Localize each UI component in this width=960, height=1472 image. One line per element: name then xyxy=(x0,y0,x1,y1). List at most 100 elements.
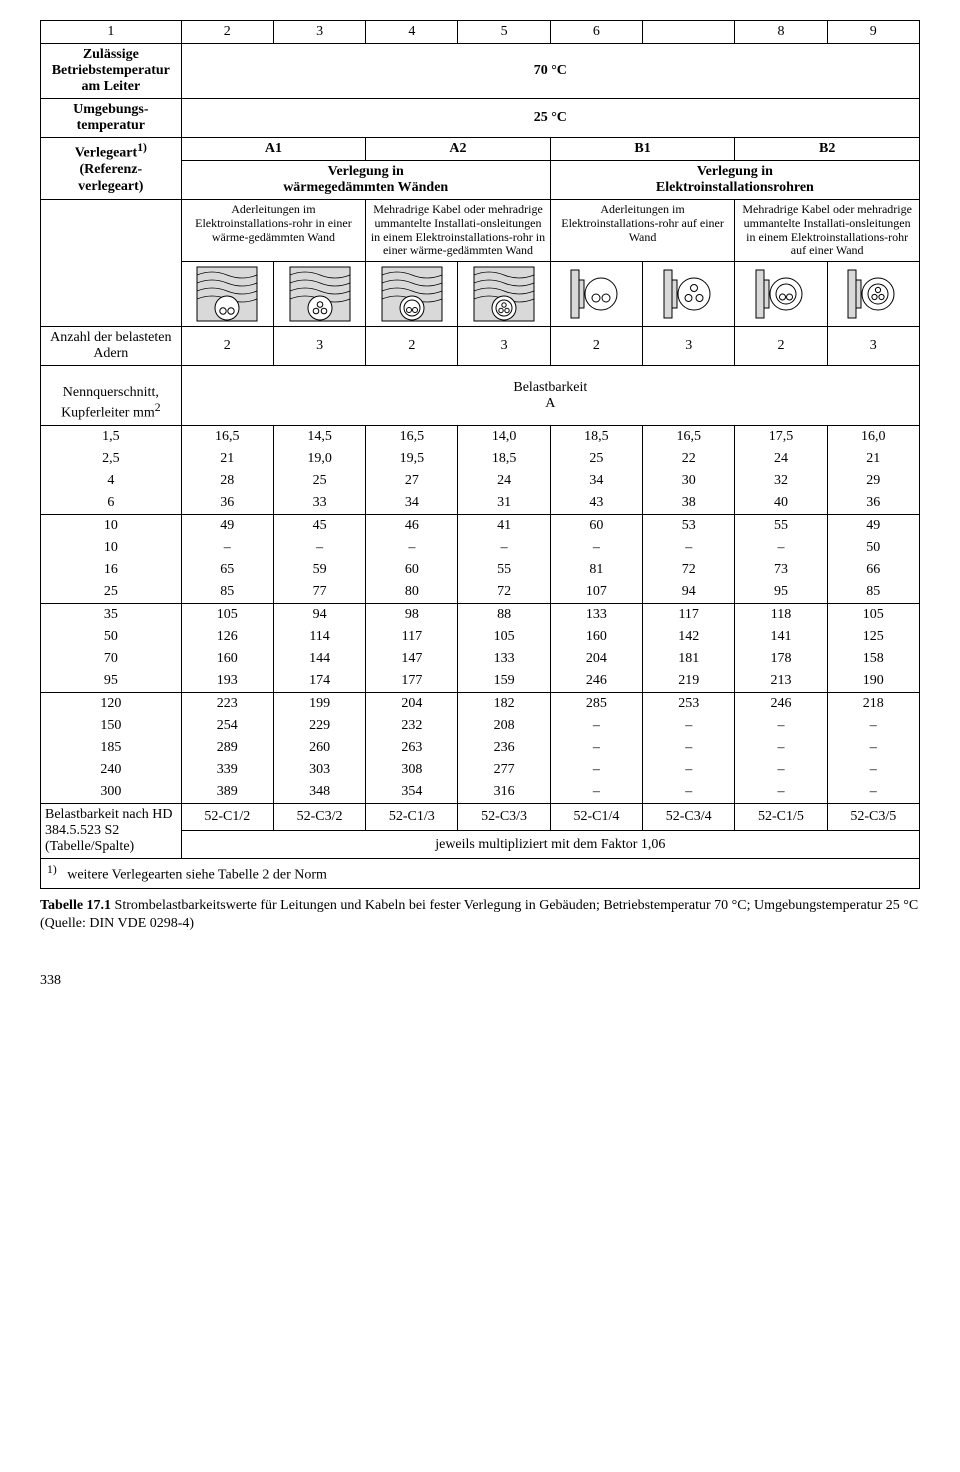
data-cell: 21 xyxy=(827,448,919,470)
data-cell: 85 xyxy=(181,581,273,604)
label-belastnach: Belastbarkeit nach HD 384.5.523 S2 (Tabe… xyxy=(41,803,182,858)
data-cell: 38 xyxy=(643,492,735,515)
data-cell: 223 xyxy=(181,692,273,715)
wall-3core-icon xyxy=(289,266,351,322)
icon-cell xyxy=(735,262,827,327)
surface-sheath-2core-icon xyxy=(750,266,812,322)
adern-val: 2 xyxy=(735,327,827,366)
table-row: 300389348354316–––– xyxy=(41,781,920,804)
data-cell: 45 xyxy=(273,514,365,537)
data-cell: 25 xyxy=(550,448,642,470)
row-col-desc: Aderleitungen im Elektroinstallations-ro… xyxy=(41,200,920,262)
data-cell: 16,5 xyxy=(643,425,735,448)
data-cell: 277 xyxy=(458,759,550,781)
data-cell: 133 xyxy=(550,603,642,626)
row-verlegeart: Verlegeart1) (Referenz- verlegeart) A1 A… xyxy=(41,138,920,161)
row-label: 25 xyxy=(41,581,182,604)
data-cell: 98 xyxy=(366,603,458,626)
wall-sheath-2core-icon xyxy=(381,266,443,322)
data-cell: 178 xyxy=(735,648,827,670)
data-cell: – xyxy=(273,537,365,559)
data-cell: 60 xyxy=(366,559,458,581)
refcode: 52-C1/5 xyxy=(735,803,827,831)
data-cell: 114 xyxy=(273,626,365,648)
table-row: 120223199204182285253246218 xyxy=(41,692,920,715)
data-cell: 204 xyxy=(366,692,458,715)
data-cell: 31 xyxy=(458,492,550,515)
data-cell: 46 xyxy=(366,514,458,537)
main-table: 1 2 3 4 5 6 8 9 Zulässige Betriebstemper… xyxy=(40,20,920,889)
col-num: 9 xyxy=(827,21,919,44)
table-row: 42825272434303229 xyxy=(41,470,920,492)
data-cell: 66 xyxy=(827,559,919,581)
data-cell: 246 xyxy=(550,670,642,693)
cell-a2: A2 xyxy=(366,138,551,161)
data-cell: 95 xyxy=(735,581,827,604)
data-cell: 49 xyxy=(827,514,919,537)
data-cell: 117 xyxy=(366,626,458,648)
col-num: 6 xyxy=(550,21,642,44)
row-label: 95 xyxy=(41,670,182,693)
data-cell: – xyxy=(181,537,273,559)
data-cell: – xyxy=(735,781,827,804)
caption-text: Strombelastbarkeitswerte für Leitungen u… xyxy=(111,898,918,913)
data-cell: – xyxy=(643,737,735,759)
data-cell: 236 xyxy=(458,737,550,759)
cell-verlegung-1: Verlegung in wärmegedämmten Wänden xyxy=(181,161,550,200)
data-cell: 117 xyxy=(643,603,735,626)
data-cell: 263 xyxy=(366,737,458,759)
nenn-sup: 2 xyxy=(155,401,161,414)
data-cell: 158 xyxy=(827,648,919,670)
data-cell: 285 xyxy=(550,692,642,715)
data-cell: 18,5 xyxy=(458,448,550,470)
data-cell: 16,5 xyxy=(366,425,458,448)
table-caption: Tabelle 17.1 Strombelastbarkeitswerte fü… xyxy=(40,897,920,933)
table-row: 50126114117105160142141125 xyxy=(41,626,920,648)
data-cell: 25 xyxy=(273,470,365,492)
data-cell: – xyxy=(827,759,919,781)
data-cell: 254 xyxy=(181,715,273,737)
data-cell: 24 xyxy=(458,470,550,492)
data-body: 1,516,514,516,514,018,516,517,516,02,521… xyxy=(41,425,920,803)
data-cell: 80 xyxy=(366,581,458,604)
data-cell: 41 xyxy=(458,514,550,537)
data-cell: 29 xyxy=(827,470,919,492)
data-cell: 55 xyxy=(735,514,827,537)
refcode: 52-C3/2 xyxy=(273,803,365,831)
data-cell: 34 xyxy=(366,492,458,515)
label-verlegeart: Verlegeart1) (Referenz- verlegeart) xyxy=(41,138,182,200)
data-cell: – xyxy=(643,759,735,781)
data-cell: 144 xyxy=(273,648,365,670)
table-row: 70160144147133204181178158 xyxy=(41,648,920,670)
data-cell: 30 xyxy=(643,470,735,492)
data-cell: 34 xyxy=(550,470,642,492)
nenn-text: Nennquerschnitt, Kupferleiter mm xyxy=(61,385,159,421)
label-adern: Anzahl der belasteten Adern xyxy=(41,327,182,366)
data-cell: – xyxy=(366,537,458,559)
data-cell: 21 xyxy=(181,448,273,470)
data-cell: – xyxy=(827,781,919,804)
row-label: 10 xyxy=(41,514,182,537)
table-row: 35105949888133117118105 xyxy=(41,603,920,626)
col-num: 1 xyxy=(41,21,182,44)
table-row: 2,52119,019,518,525222421 xyxy=(41,448,920,470)
col-desc-2: Mehradrige Kabel oder mehradrige ummante… xyxy=(366,200,551,262)
col-num: 4 xyxy=(366,21,458,44)
data-cell: 190 xyxy=(827,670,919,693)
data-cell: 85 xyxy=(827,581,919,604)
data-cell: – xyxy=(550,537,642,559)
row-adern: Anzahl der belasteten Adern 2 3 2 3 2 3 … xyxy=(41,327,920,366)
row-label: 1,5 xyxy=(41,425,182,448)
verlegeart-text: Verlegeart xyxy=(75,146,137,161)
adern-val: 3 xyxy=(643,327,735,366)
surface-2core-icon xyxy=(565,266,627,322)
data-cell: 77 xyxy=(273,581,365,604)
data-cell: 18,5 xyxy=(550,425,642,448)
data-cell: 246 xyxy=(735,692,827,715)
wall-sheath-3core-icon xyxy=(473,266,535,322)
data-cell: 232 xyxy=(366,715,458,737)
data-cell: 72 xyxy=(643,559,735,581)
data-cell: 219 xyxy=(643,670,735,693)
icon-cell xyxy=(643,262,735,327)
data-cell: 53 xyxy=(643,514,735,537)
